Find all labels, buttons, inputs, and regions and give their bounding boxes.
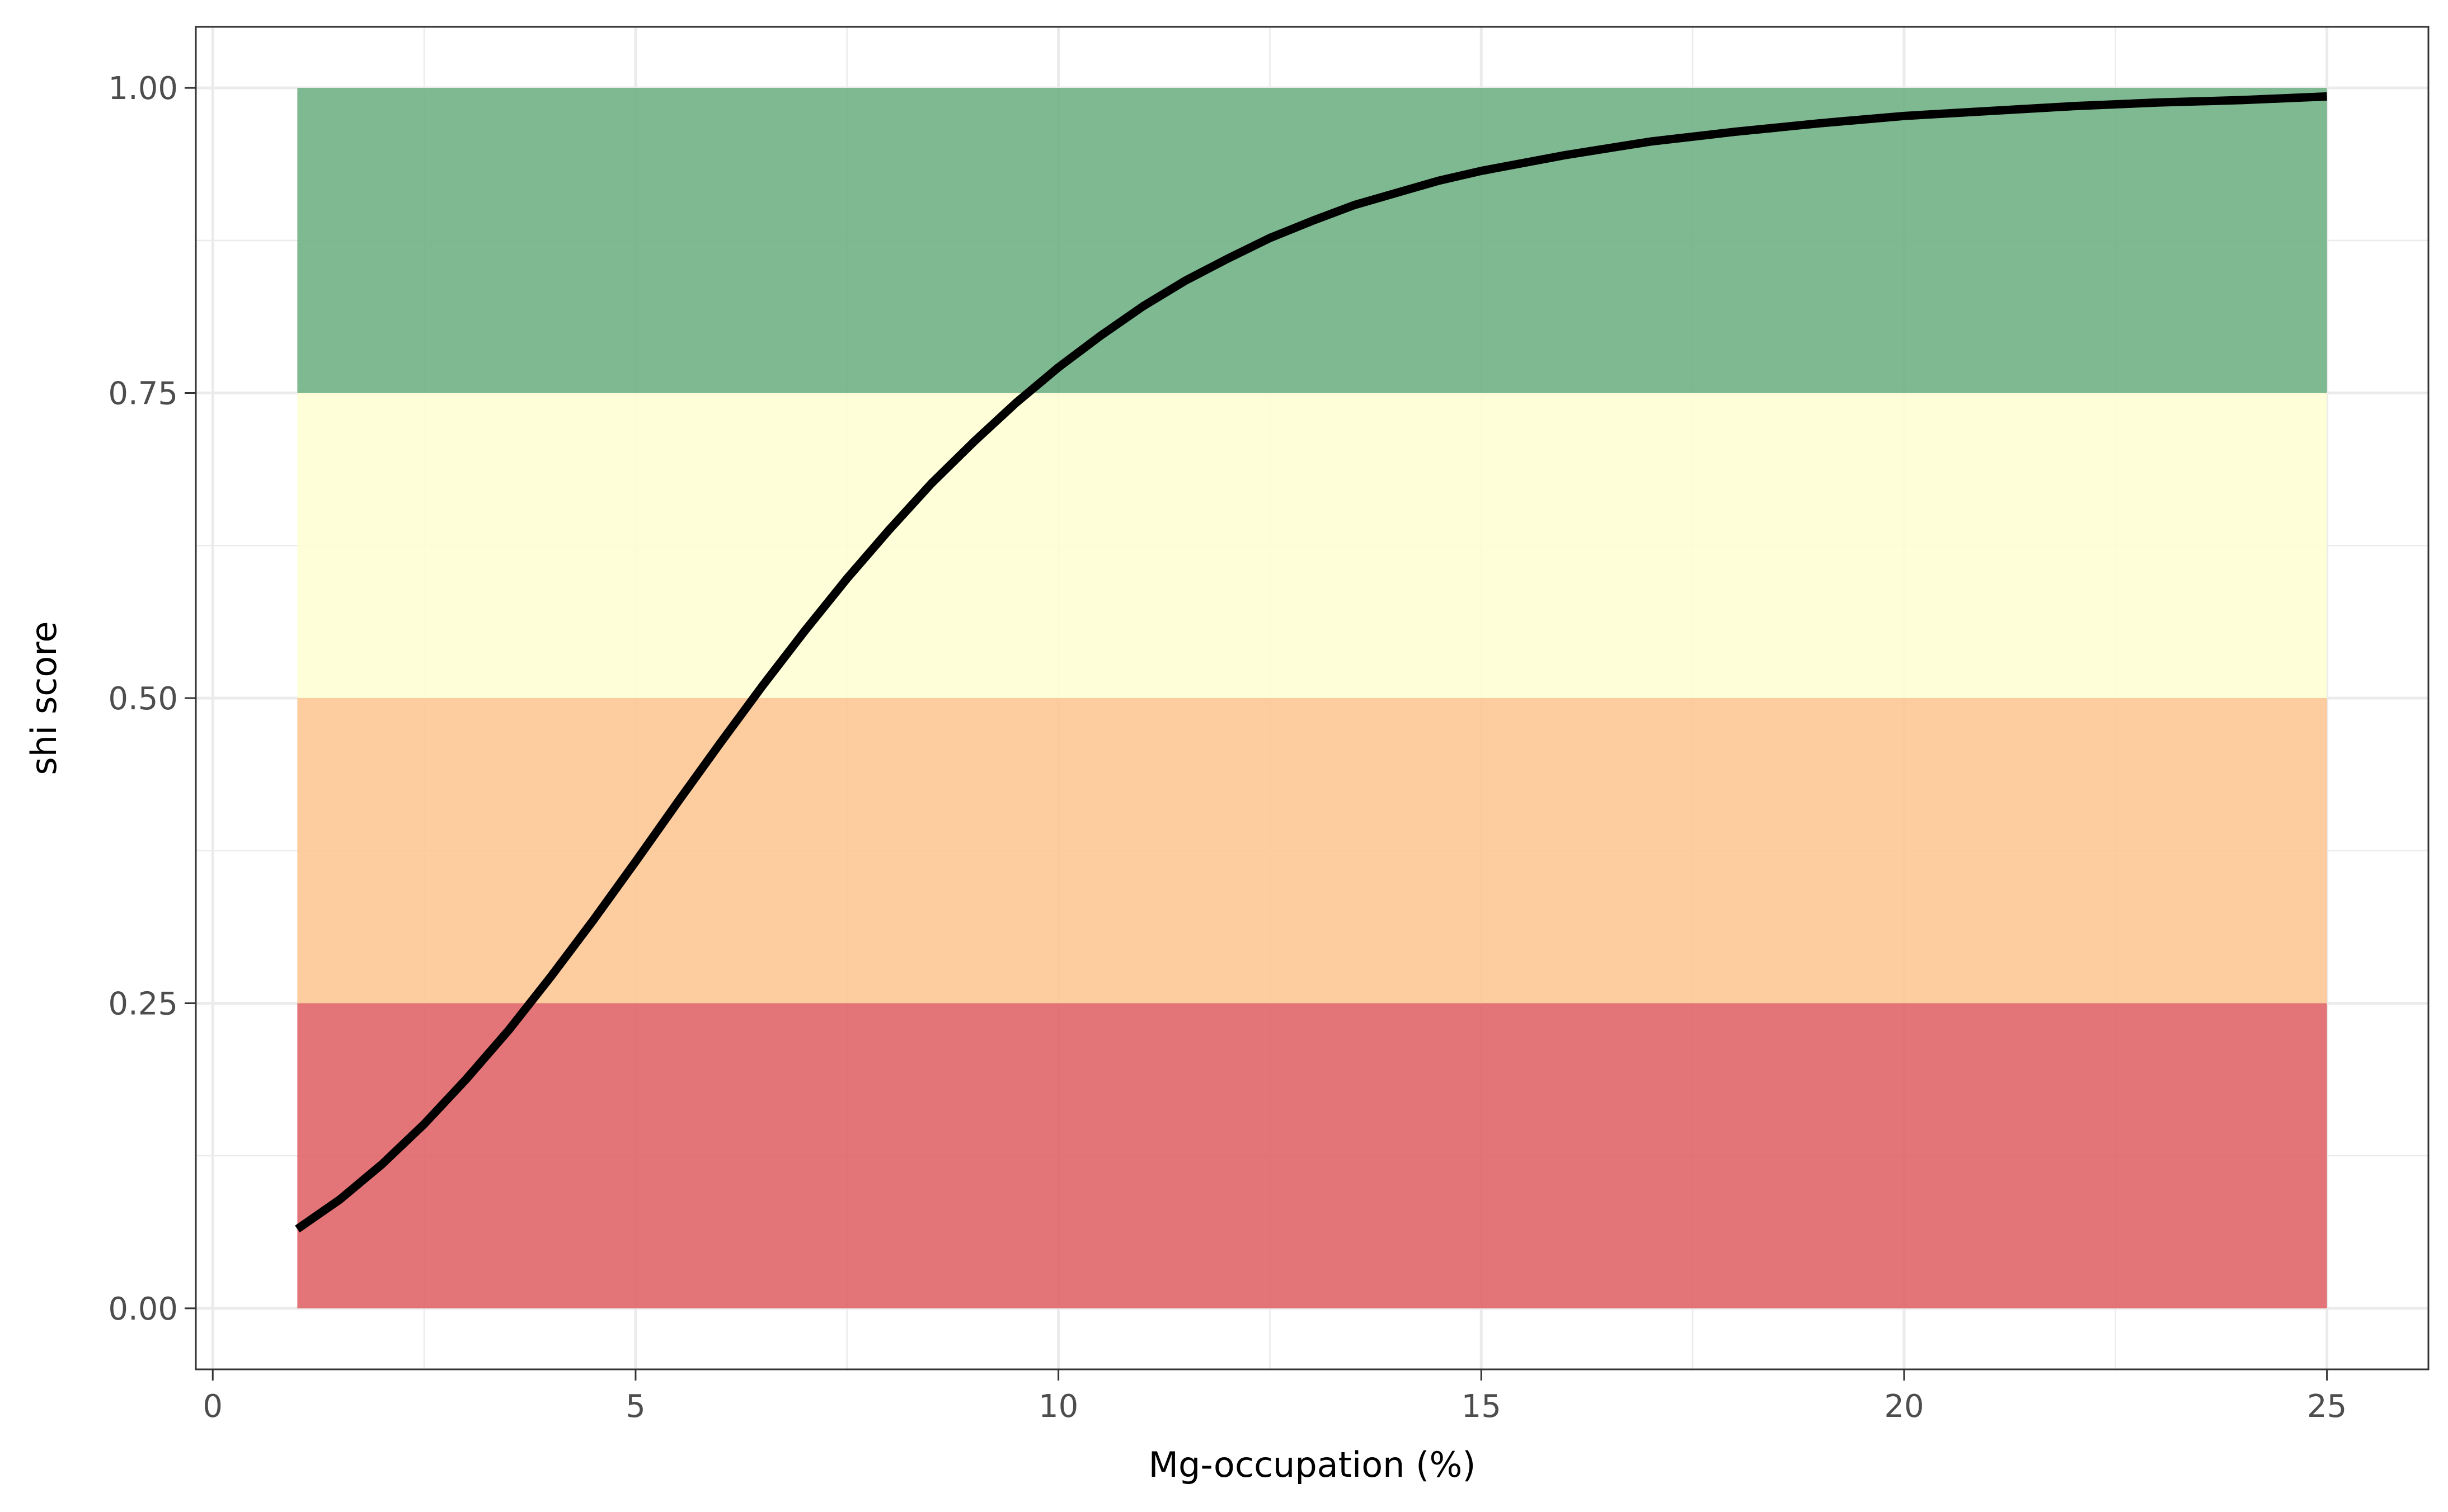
y-tick-label: 0.50 (108, 681, 178, 717)
y-tick-label: 0.25 (108, 986, 178, 1022)
x-axis-title: Mg-occupation (%) (1149, 1444, 1476, 1485)
y-tick-label: 1.00 (108, 70, 178, 107)
x-axis: 0 5 10 15 20 25 (203, 1369, 2347, 1425)
x-tick-label: 15 (1462, 1388, 1501, 1425)
y-axis: 0.00 0.25 0.50 0.75 1.00 (108, 70, 196, 1327)
series-layer (295, 92, 2327, 1233)
band-low (297, 1003, 2327, 1308)
band-medium-high (297, 393, 2327, 698)
score-bands (297, 88, 2327, 1308)
series-line (295, 92, 2327, 1233)
x-tick-label: 0 (203, 1388, 223, 1425)
y-axis-title: shi score (24, 621, 64, 775)
band-medium-low (297, 698, 2327, 1004)
x-tick-label: 5 (626, 1388, 646, 1425)
y-tick-label: 0.00 (108, 1291, 178, 1327)
y-tick-label: 0.75 (108, 376, 178, 412)
x-tick-label: 25 (2307, 1388, 2347, 1425)
x-tick-label: 20 (1884, 1388, 1924, 1425)
x-tick-label: 10 (1039, 1388, 1078, 1425)
band-high (297, 88, 2327, 393)
